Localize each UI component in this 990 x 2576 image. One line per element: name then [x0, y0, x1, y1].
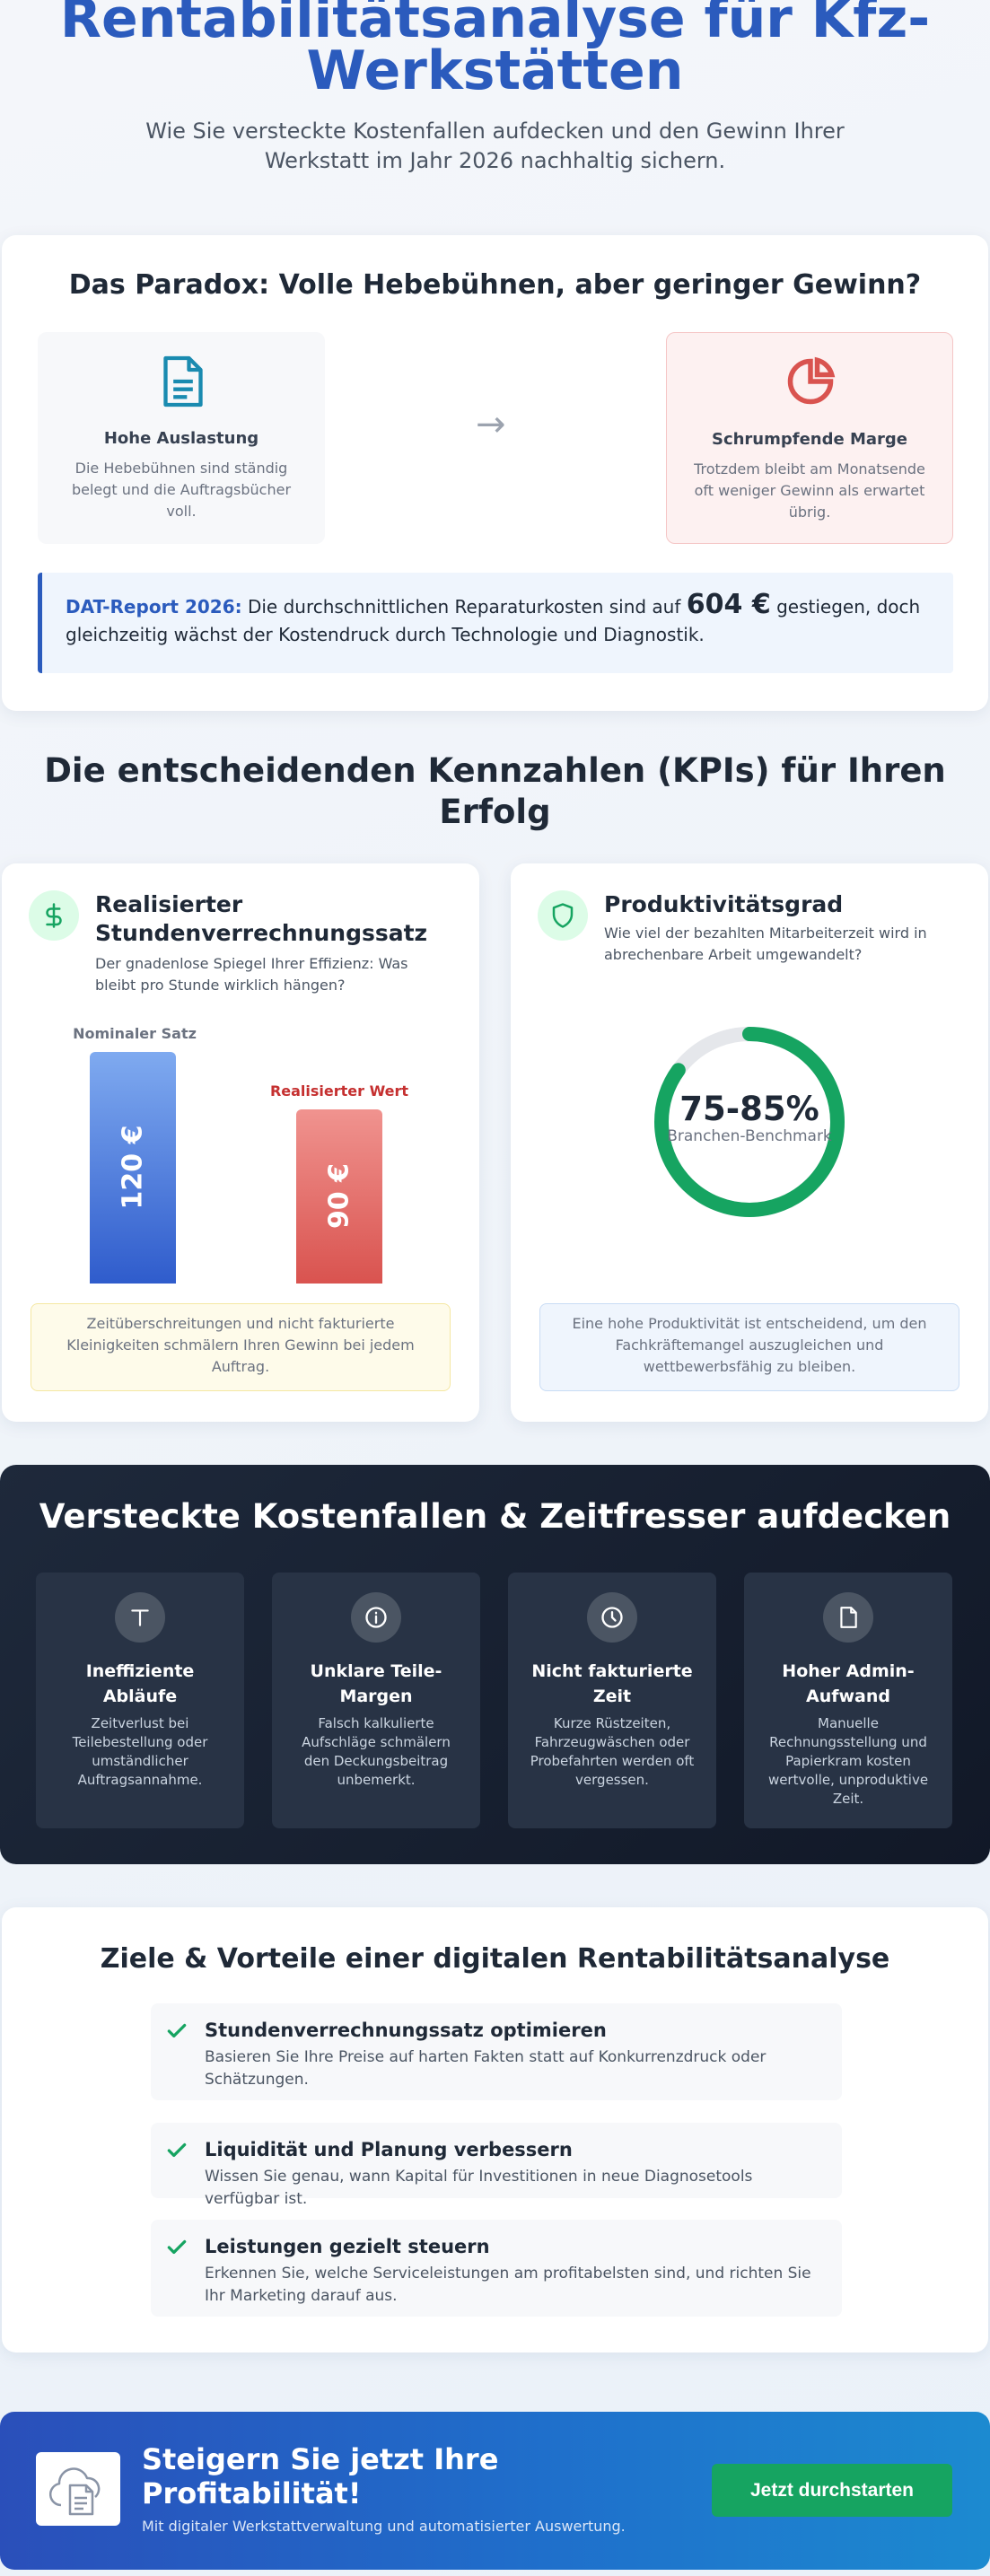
shrinking-margin-text: Trotzdem bleibt am Monatsende oft wenige…: [694, 460, 925, 521]
realized-rate-value: 90 €: [323, 1162, 355, 1230]
nominal-rate-value: 120 €: [117, 1125, 149, 1210]
dat-report-quote: DAT-Report 2026: Die durchschnittlichen …: [38, 573, 953, 673]
nominal-rate-bar: [90, 1052, 176, 1284]
goal-text: Wissen Sie genau, wann Kapital für Inves…: [205, 2168, 753, 2208]
type-icon: [115, 1592, 165, 1643]
productivity-value: 75-85%: [679, 1090, 819, 1128]
cloud-document-icon: [36, 2452, 120, 2526]
kpi-heading: Die entscheidenden Kennzahlen (KPIs) für…: [44, 751, 946, 831]
trap-tile-admin: Hoher Admin-Aufwand Manuelle Rechnungsst…: [744, 1573, 952, 1828]
realized-rate-label: Realisierter Wert: [269, 1082, 409, 1100]
trap-tile-processes: Ineffiziente Abläufe Zeitverlust bei Tei…: [36, 1573, 244, 1828]
trap-text: Manuelle Rechnungsstellung und Papierkra…: [767, 1715, 929, 1807]
goal-title: Stundenverrechnungssatz optimieren: [205, 2020, 607, 2041]
trap-title: Unklare Teile-Margen: [310, 1661, 442, 1706]
goal-text: Basieren Sie Ihre Preise auf harten Fakt…: [205, 2048, 767, 2089]
hourly-rate-note: Zeitüberschreitungen und nicht fakturier…: [31, 1303, 451, 1391]
realized-rate-bar: [296, 1109, 382, 1284]
hourly-rate-title: Realisierter Stundenverrechnungssatz: [95, 891, 428, 946]
check-icon: [165, 2020, 188, 2046]
cta-banner: Steigern Sie jetzt Ihre Profitabilität! …: [0, 2412, 990, 2570]
trap-text: Kurze Rüstzeiten, Fahrzeugwäschen oder P…: [530, 1715, 695, 1788]
productivity-note: Eine hohe Produktivität ist entscheidend…: [539, 1303, 959, 1391]
pie-chart-icon: [784, 355, 837, 412]
cost-traps-heading: Versteckte Kostenfallen & Zeitfresser au…: [39, 1497, 951, 1536]
check-icon: [165, 2139, 188, 2166]
quote-label: DAT-Report 2026:: [66, 596, 242, 618]
productivity-title: Produktivitätsgrad: [604, 891, 844, 917]
goal-item: Leistungen gezielt steuern Erkennen Sie,…: [151, 2220, 842, 2317]
quote-number: 604 €: [686, 589, 771, 620]
info-icon: [351, 1592, 401, 1643]
goals-card: Ziele & Vorteile einer digitalen Rentabi…: [2, 1907, 988, 2353]
trap-tile-margins: Unklare Teile-Margen Falsch kalkulierte …: [272, 1573, 480, 1828]
shrinking-margin-title: Schrumpfende Marge: [711, 430, 908, 449]
check-icon: [165, 2236, 188, 2263]
clock-icon: [587, 1592, 637, 1643]
trap-tile-unbilled: Nicht fakturierte Zeit Kurze Rüstzeiten,…: [508, 1573, 716, 1828]
page-subtitle: Wie Sie versteckte Kostenfallen aufdecke…: [145, 118, 845, 173]
productivity-value-label: Branchen-Benchmark: [667, 1127, 832, 1145]
arrow-right-icon: →: [476, 404, 506, 445]
nominal-rate-label: Nominaler Satz: [73, 1025, 197, 1042]
goal-item: Stundenverrechnungssatz optimieren Basie…: [151, 2003, 842, 2100]
goal-title: Liquidität und Planung verbessern: [205, 2139, 573, 2160]
high-utilization-title: Hohe Auslastung: [103, 429, 259, 448]
hourly-rate-card: Realisierter Stundenverrechnungssatz Der…: [2, 863, 479, 1422]
cta-subtext: Mit digitaler Werkstattverwaltung und au…: [142, 2518, 626, 2535]
goals-heading: Ziele & Vorteile einer digitalen Rentabi…: [100, 1943, 890, 1975]
page-title: Rentabilitätsanalyse für Kfz-Werkstätten: [59, 0, 931, 102]
paradox-card: Das Paradox: Volle Hebebühnen, aber geri…: [2, 235, 988, 711]
document-icon: [160, 354, 206, 413]
goal-item: Liquidität und Planung verbessern Wissen…: [151, 2123, 842, 2208]
trap-text: Falsch kalkulierte Aufschläge schmälern …: [302, 1715, 451, 1788]
productivity-card: Produktivitätsgrad Wie viel der bezahlte…: [511, 863, 988, 1422]
goal-text: Erkennen Sie, welche Serviceleistungen a…: [205, 2265, 811, 2305]
dollar-icon: [29, 890, 79, 941]
cta-heading: Steigern Sie jetzt Ihre Profitabilität!: [142, 2442, 499, 2510]
get-started-button[interactable]: Jetzt durchstarten: [712, 2464, 952, 2517]
hourly-rate-desc: Der gnadenlose Spiegel Ihrer Effizienz: …: [95, 955, 408, 994]
quote-text-before: Die durchschnittlichen Reparaturkosten s…: [241, 596, 687, 618]
cost-traps-section: Versteckte Kostenfallen & Zeitfresser au…: [0, 1465, 990, 1864]
quote-text-after: gestiegen, doch gleichzeitig wächst der …: [66, 596, 921, 645]
file-icon: [823, 1592, 873, 1643]
shield-icon: [538, 890, 588, 941]
trap-title: Hoher Admin-Aufwand: [782, 1661, 915, 1706]
high-utilization-box: Hohe Auslastung Die Hebebühnen sind stän…: [38, 332, 325, 544]
trap-title: Ineffiziente Abläufe: [85, 1661, 195, 1706]
productivity-desc: Wie viel der bezahlten Mitarbeiterzeit w…: [604, 924, 927, 963]
shrinking-margin-box: Schrumpfende Marge Trotzdem bleibt am Mo…: [666, 332, 953, 544]
goal-title: Leistungen gezielt steuern: [205, 2236, 490, 2257]
trap-text: Zeitverlust bei Teilebestellung oder ums…: [72, 1715, 208, 1788]
productivity-gauge: 75-85% Branchen-Benchmark: [651, 1023, 848, 1221]
high-utilization-text: Die Hebebühnen sind ständig belegt und d…: [71, 460, 292, 520]
paradox-heading: Das Paradox: Volle Hebebühnen, aber geri…: [68, 269, 922, 301]
trap-title: Nicht fakturierte Zeit: [531, 1661, 693, 1706]
